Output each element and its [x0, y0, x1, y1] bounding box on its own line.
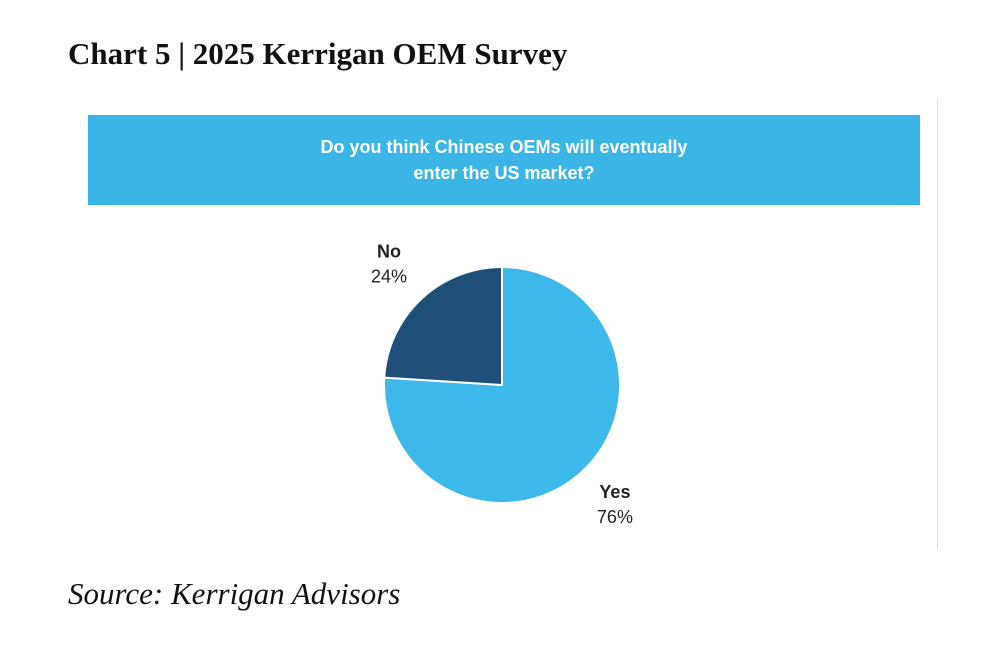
slice-value-label: 76%	[597, 507, 633, 527]
pie-slice	[383, 265, 503, 387]
slice-label: No	[377, 241, 401, 261]
slice-label: Yes	[599, 482, 630, 502]
divider	[937, 100, 938, 550]
slice-value-label: 24%	[371, 266, 407, 286]
question-text: Do you think Chinese OEMs will eventuall…	[320, 137, 688, 183]
page-title: Chart 5 | 2025 Kerrigan OEM Survey	[68, 36, 568, 71]
source-note: Source: Kerrigan Advisors	[68, 576, 401, 611]
question-banner: Do you think Chinese OEMs will eventuall…	[88, 115, 920, 205]
pie-slice	[383, 265, 621, 504]
